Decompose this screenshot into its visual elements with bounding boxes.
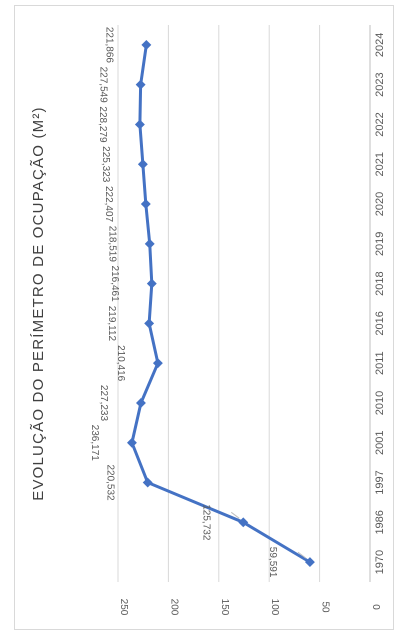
data-point — [146, 278, 157, 289]
gridlines — [117, 25, 321, 582]
x-tick-label: 2010 — [374, 391, 386, 415]
x-tick-label: 2024 — [374, 33, 386, 57]
data-label: 225,323 — [100, 146, 111, 183]
y-tick-label: 250 — [118, 599, 129, 616]
data-label: 227,549 — [98, 67, 109, 104]
data-label: 125,732 — [200, 504, 211, 541]
data-point — [304, 557, 315, 568]
x-tick-label: 1986 — [374, 510, 386, 534]
data-labels: 59,591 125,732 220,532 236,171 227,233 210,41… — [89, 27, 307, 578]
data-point — [134, 119, 145, 130]
x-tick-label: 2001 — [374, 431, 386, 455]
data-point — [152, 358, 163, 369]
data-point — [238, 517, 249, 528]
x-tick-label: 2021 — [374, 152, 386, 176]
y-tick-label: 150 — [219, 599, 230, 616]
data-point — [137, 159, 148, 170]
label-leader — [297, 551, 307, 559]
data-point — [126, 437, 137, 448]
data-point — [135, 398, 146, 408]
data-label: 221,866 — [103, 27, 114, 64]
data-point — [140, 199, 151, 209]
x-tick-label: 2016 — [374, 311, 386, 335]
x-tick-label: 1970 — [374, 550, 386, 574]
x-tick-labels: 1970 1986 1997 2001 2010 2011 2016 2018 2019 2020… — [374, 33, 386, 575]
data-point — [142, 477, 153, 488]
data-label: 227,233 — [98, 385, 109, 422]
data-point — [141, 39, 152, 50]
data-label: 216,461 — [109, 266, 120, 303]
data-point — [144, 318, 155, 329]
series — [126, 39, 315, 568]
data-label: 219,112 — [106, 306, 117, 342]
series-line — [130, 44, 311, 564]
x-tick-label: 2019 — [374, 232, 386, 256]
data-label: 210,416 — [115, 345, 126, 382]
data-label: 228,279 — [97, 106, 108, 143]
chart-title: EVOLUÇÃO DO PERÍMETRO DE OCUPAÇÃO (M²) — [30, 106, 47, 501]
data-label: 236,171 — [89, 425, 100, 462]
label-leader — [230, 511, 240, 519]
chart-frame — [14, 5, 394, 630]
data-label: 218,519 — [107, 226, 118, 263]
data-point — [135, 79, 146, 90]
data-label: 220,532 — [105, 464, 116, 501]
y-tick-label: 200 — [168, 599, 179, 616]
x-tick-label: 1997 — [374, 470, 386, 494]
y-tick-label: 100 — [269, 599, 280, 616]
y-tick-label: 0 — [370, 604, 381, 610]
y-tick-label: 50 — [320, 601, 331, 613]
x-tick-label: 2020 — [374, 192, 386, 216]
data-point — [144, 238, 155, 249]
x-tick-label: 2011 — [374, 351, 386, 375]
x-tick-label: 2018 — [374, 271, 386, 295]
x-tick-label: 2023 — [374, 72, 386, 96]
data-label: 59,591 — [267, 547, 278, 578]
x-tick-label: 2022 — [374, 112, 386, 136]
y-tick-labels: 0 50 100 150 200 250 — [118, 599, 381, 616]
data-label: 222,407 — [103, 186, 114, 223]
